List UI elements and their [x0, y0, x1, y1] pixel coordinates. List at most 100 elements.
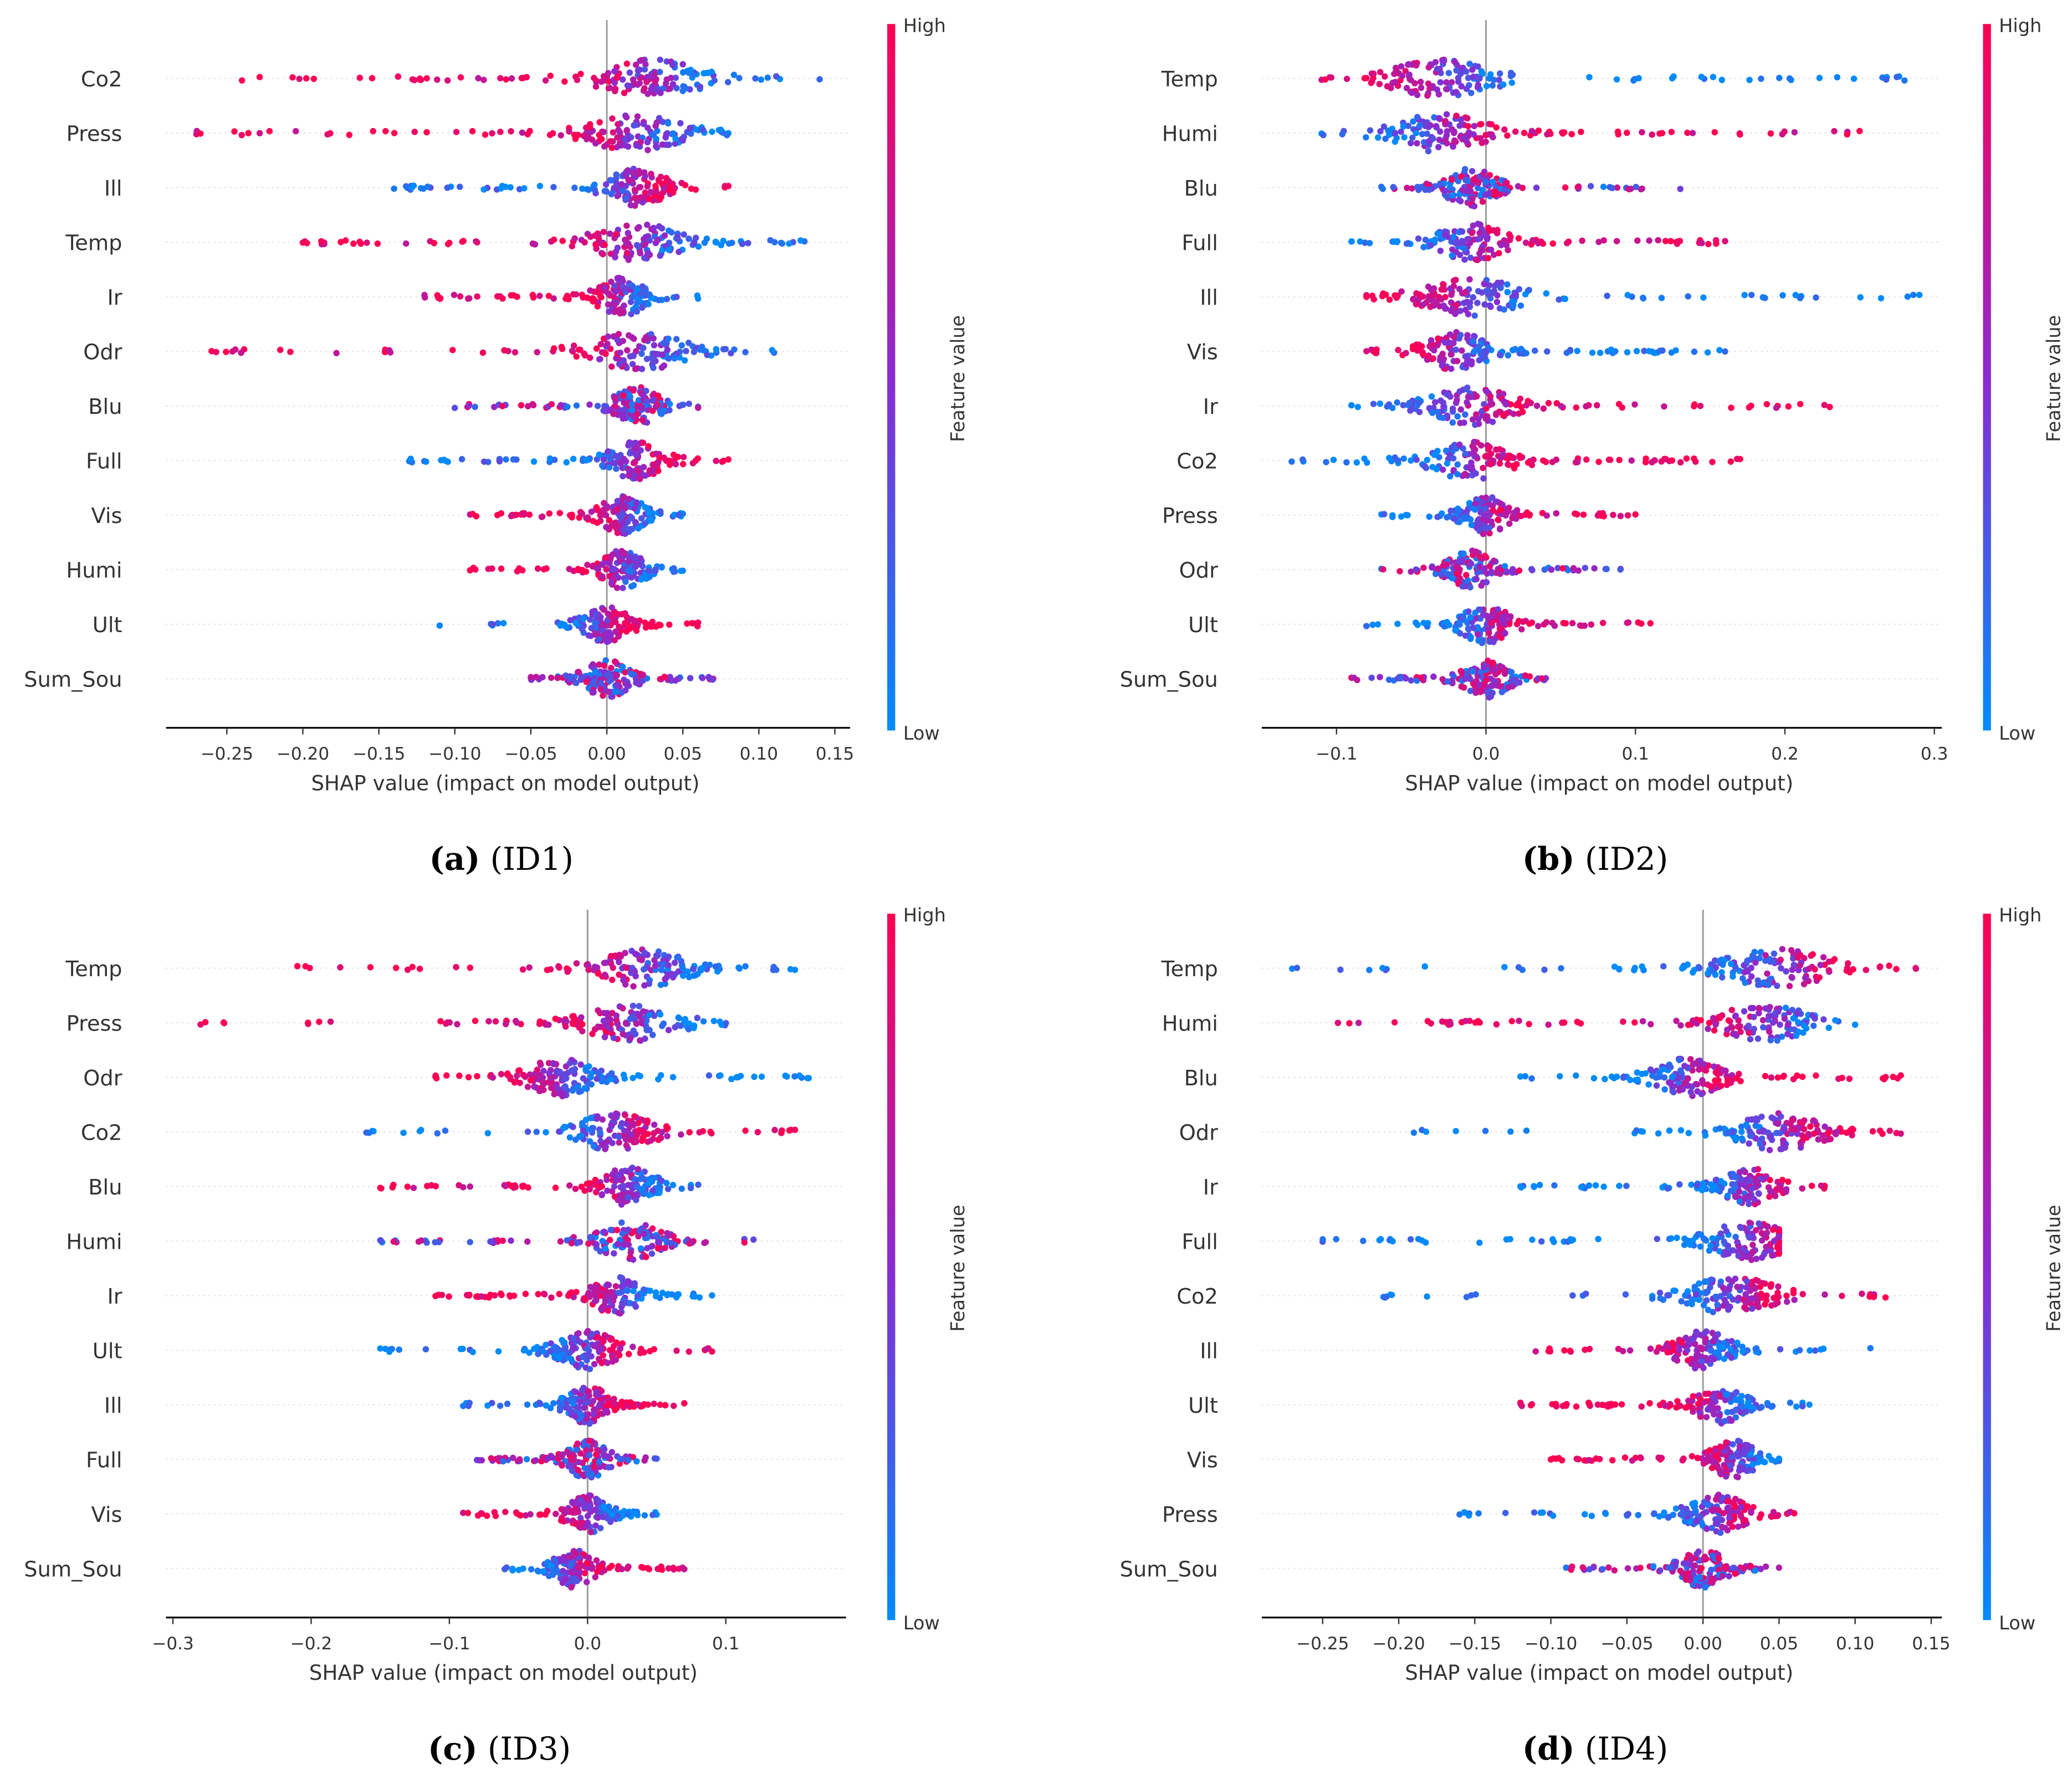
shap-point	[410, 182, 417, 189]
shap-point	[557, 132, 564, 139]
shap-point	[648, 1250, 656, 1257]
shap-point	[585, 966, 592, 973]
shap-point	[350, 240, 357, 247]
shap-point	[1486, 630, 1492, 637]
shap-point	[1698, 240, 1705, 247]
shap-point	[752, 75, 759, 82]
shap-point	[616, 951, 623, 958]
shap-point	[1467, 560, 1475, 567]
shap-point	[622, 578, 629, 585]
shap-point	[1587, 183, 1594, 189]
x-axis-label: SHAP value (impact on model output)	[1405, 771, 1793, 795]
feature-label: Co2	[81, 1120, 122, 1145]
shap-point	[503, 456, 509, 463]
shap-point	[612, 1283, 620, 1290]
shap-point	[633, 1139, 639, 1145]
shap-point	[596, 661, 602, 668]
shap-point	[569, 1067, 575, 1074]
shap-point	[1357, 238, 1364, 245]
shap-point	[1447, 307, 1455, 315]
shap-point	[1608, 346, 1615, 353]
shap-point	[1483, 83, 1490, 90]
shap-point	[529, 291, 536, 299]
shap-point	[663, 1180, 670, 1187]
shap-point	[641, 66, 648, 73]
shap-point	[621, 302, 627, 309]
shap-point	[498, 510, 505, 517]
shap-point	[679, 972, 687, 979]
shap-point	[572, 619, 579, 627]
shap-point	[588, 1114, 595, 1121]
shap-point	[1516, 286, 1523, 293]
shap-point	[639, 417, 646, 423]
shap-point	[1501, 563, 1508, 570]
shap-point	[582, 352, 589, 359]
shap-point	[710, 1018, 718, 1024]
feature-label: Humi	[1162, 122, 1218, 147]
shap-point	[665, 962, 672, 969]
shap-point	[624, 347, 631, 354]
shap-point	[530, 402, 537, 409]
shap-point	[1641, 347, 1648, 355]
shap-point	[1417, 79, 1424, 85]
shap-point	[612, 453, 620, 459]
shap-point	[603, 188, 610, 195]
shap-point	[1386, 296, 1393, 303]
shap-point	[615, 121, 621, 127]
shap-point	[645, 443, 652, 450]
shap-point	[559, 238, 566, 244]
shap-point	[658, 364, 666, 371]
shap-point	[1396, 568, 1403, 575]
shap-point	[644, 407, 651, 413]
shap-point	[1531, 347, 1538, 354]
shap-point	[1428, 564, 1435, 571]
shap-point	[416, 76, 423, 83]
shap-point	[526, 511, 533, 518]
shap-point	[1424, 92, 1431, 99]
shap-point	[496, 458, 503, 465]
shap-point	[1471, 506, 1478, 513]
shap-point	[386, 347, 393, 354]
shap-point	[1442, 305, 1449, 312]
shap-point	[692, 457, 699, 464]
shap-point	[1482, 139, 1489, 145]
shap-point	[1450, 455, 1457, 462]
shap-point	[454, 1021, 461, 1028]
shap-point	[600, 228, 607, 235]
shap-point	[1415, 341, 1423, 348]
shap-point	[559, 345, 566, 352]
shap-point	[467, 1239, 473, 1245]
shap-point	[316, 1018, 323, 1025]
shap-point	[568, 1240, 575, 1247]
shap-point	[1430, 404, 1437, 411]
shap-point	[664, 1132, 671, 1140]
shap-point	[342, 237, 349, 244]
shap-point	[1511, 509, 1518, 516]
shap-point	[1438, 510, 1445, 517]
shap-point	[1904, 293, 1911, 300]
shap-point	[1455, 197, 1462, 203]
shap-point	[1583, 456, 1590, 463]
feature-label: Vis	[1187, 340, 1218, 365]
shap-point	[581, 1085, 588, 1091]
shap-point	[1415, 235, 1422, 242]
shap-point	[1598, 512, 1604, 519]
shap-point	[548, 1294, 555, 1301]
shap-point	[1603, 566, 1610, 572]
shap-point	[1463, 299, 1470, 306]
shap-point	[637, 475, 643, 483]
shap-point	[590, 1125, 597, 1131]
shap-point	[608, 604, 615, 611]
shap-point	[508, 292, 515, 299]
shap-point	[310, 75, 318, 83]
shap-point	[1501, 398, 1507, 405]
shap-point	[591, 181, 598, 188]
shap-point	[1486, 501, 1492, 508]
shap-point	[656, 1294, 663, 1301]
colorbar-high-label: High	[1999, 15, 2042, 37]
shap-point	[1405, 122, 1411, 129]
shap-point	[1669, 75, 1676, 82]
shap-point	[605, 1307, 612, 1314]
shap-point	[1453, 329, 1460, 336]
shap-point	[1613, 238, 1620, 245]
